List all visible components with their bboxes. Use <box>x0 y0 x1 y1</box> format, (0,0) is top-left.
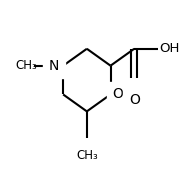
Text: O: O <box>129 93 140 107</box>
Text: O: O <box>113 87 124 101</box>
Text: OH: OH <box>159 42 179 55</box>
Text: CH₃: CH₃ <box>16 59 37 72</box>
Text: CH₃: CH₃ <box>76 149 98 162</box>
Text: N: N <box>49 59 59 73</box>
